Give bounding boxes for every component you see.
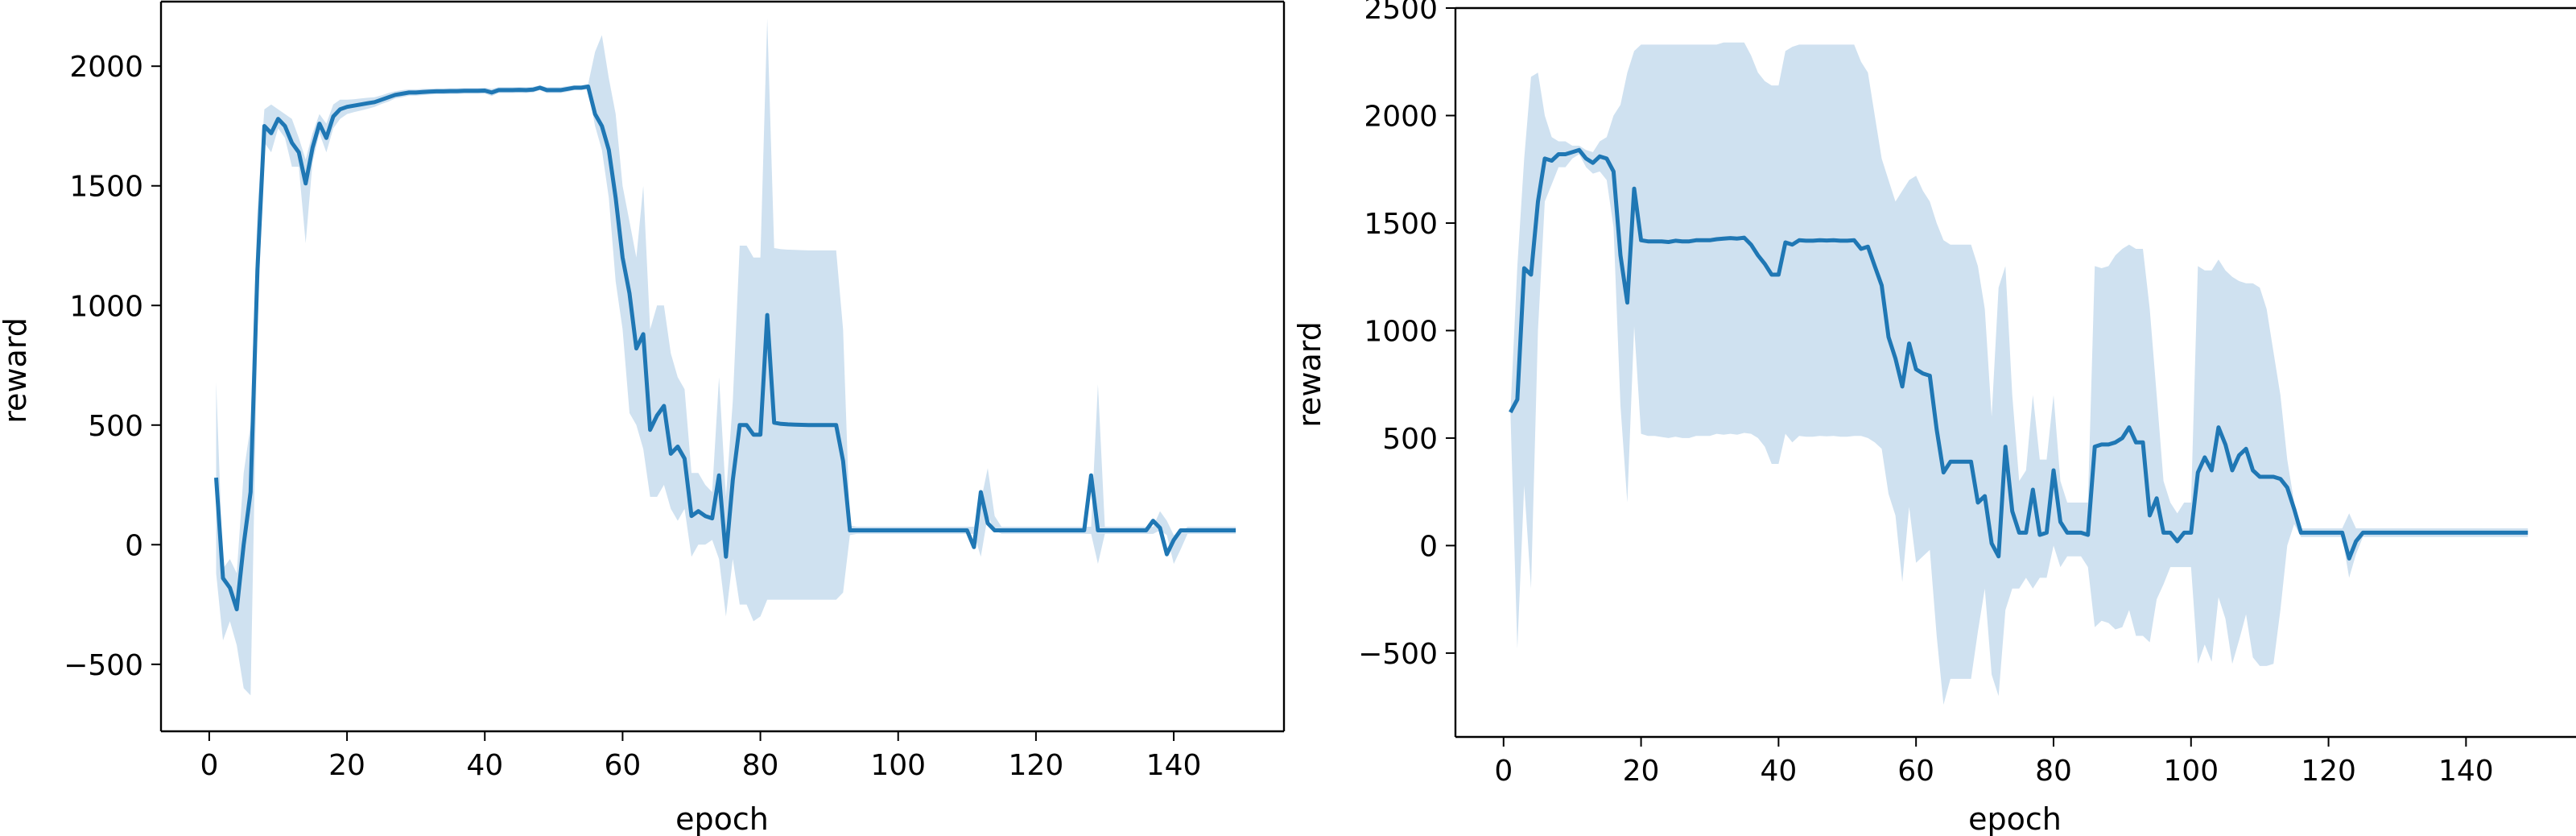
chart-right: epoch reward 0 20 40 60 80 100 120 140 −500 0 500 1… [1292, 0, 2576, 836]
x-tick-label: 140 [2438, 755, 2494, 788]
x-tick-label: 60 [1897, 755, 1934, 788]
y-tick-label: −500 [1358, 638, 1438, 671]
y-axis-label: reward [0, 317, 33, 424]
axes: 0 20 40 60 80 100 120 140 −500 0 500 1000 1500 2000 25… [1358, 0, 2576, 788]
x-tick-label: 120 [2301, 755, 2356, 788]
chart-left: epoch reward 0 20 40 60 80 100 120 140 −500 0 500 1… [0, 0, 1286, 836]
y-tick-label: 2000 [1364, 100, 1438, 133]
x-tick-label: 20 [328, 749, 365, 782]
x-axis-label: epoch [1968, 801, 2062, 836]
x-tick-label: 40 [466, 749, 503, 782]
x-tick-label: 0 [1494, 755, 1513, 788]
y-tick-label: 1000 [69, 290, 143, 323]
y-tick-label: 500 [1382, 423, 1438, 456]
y-tick-label: 2000 [69, 51, 143, 84]
x-axis-label: epoch [675, 801, 769, 836]
x-tick-label: 100 [870, 749, 926, 782]
x-tick-label: 60 [604, 749, 641, 782]
x-tick-label: 80 [2035, 755, 2072, 788]
x-tick-label: 140 [1146, 749, 1202, 782]
x-tick-label: 120 [1009, 749, 1064, 782]
series-line [1509, 147, 2529, 561]
axes: 0 20 40 60 80 100 120 140 −500 0 500 1000 1500 2000 [64, 0, 1286, 782]
series-line [214, 85, 1236, 611]
y-tick-label: 500 [88, 410, 143, 443]
y-tick-label: 2500 [1364, 0, 1438, 26]
x-tick-label: 80 [742, 749, 779, 782]
y-tick-label: 1500 [69, 171, 143, 204]
x-tick-label: 40 [1760, 755, 1797, 788]
x-tick-label: 100 [2163, 755, 2219, 788]
y-tick-label: −500 [64, 649, 143, 682]
y-tick-label: 0 [1419, 530, 1438, 563]
y-tick-label: 0 [125, 529, 143, 562]
y-tick-label: 1500 [1364, 208, 1438, 241]
x-tick-label: 0 [200, 749, 218, 782]
confidence-band [216, 18, 1236, 696]
y-tick-label: 1000 [1364, 315, 1438, 348]
confidence-band [1510, 42, 2529, 705]
x-tick-label: 20 [1623, 755, 1660, 788]
y-axis-label: reward [1292, 321, 1327, 428]
